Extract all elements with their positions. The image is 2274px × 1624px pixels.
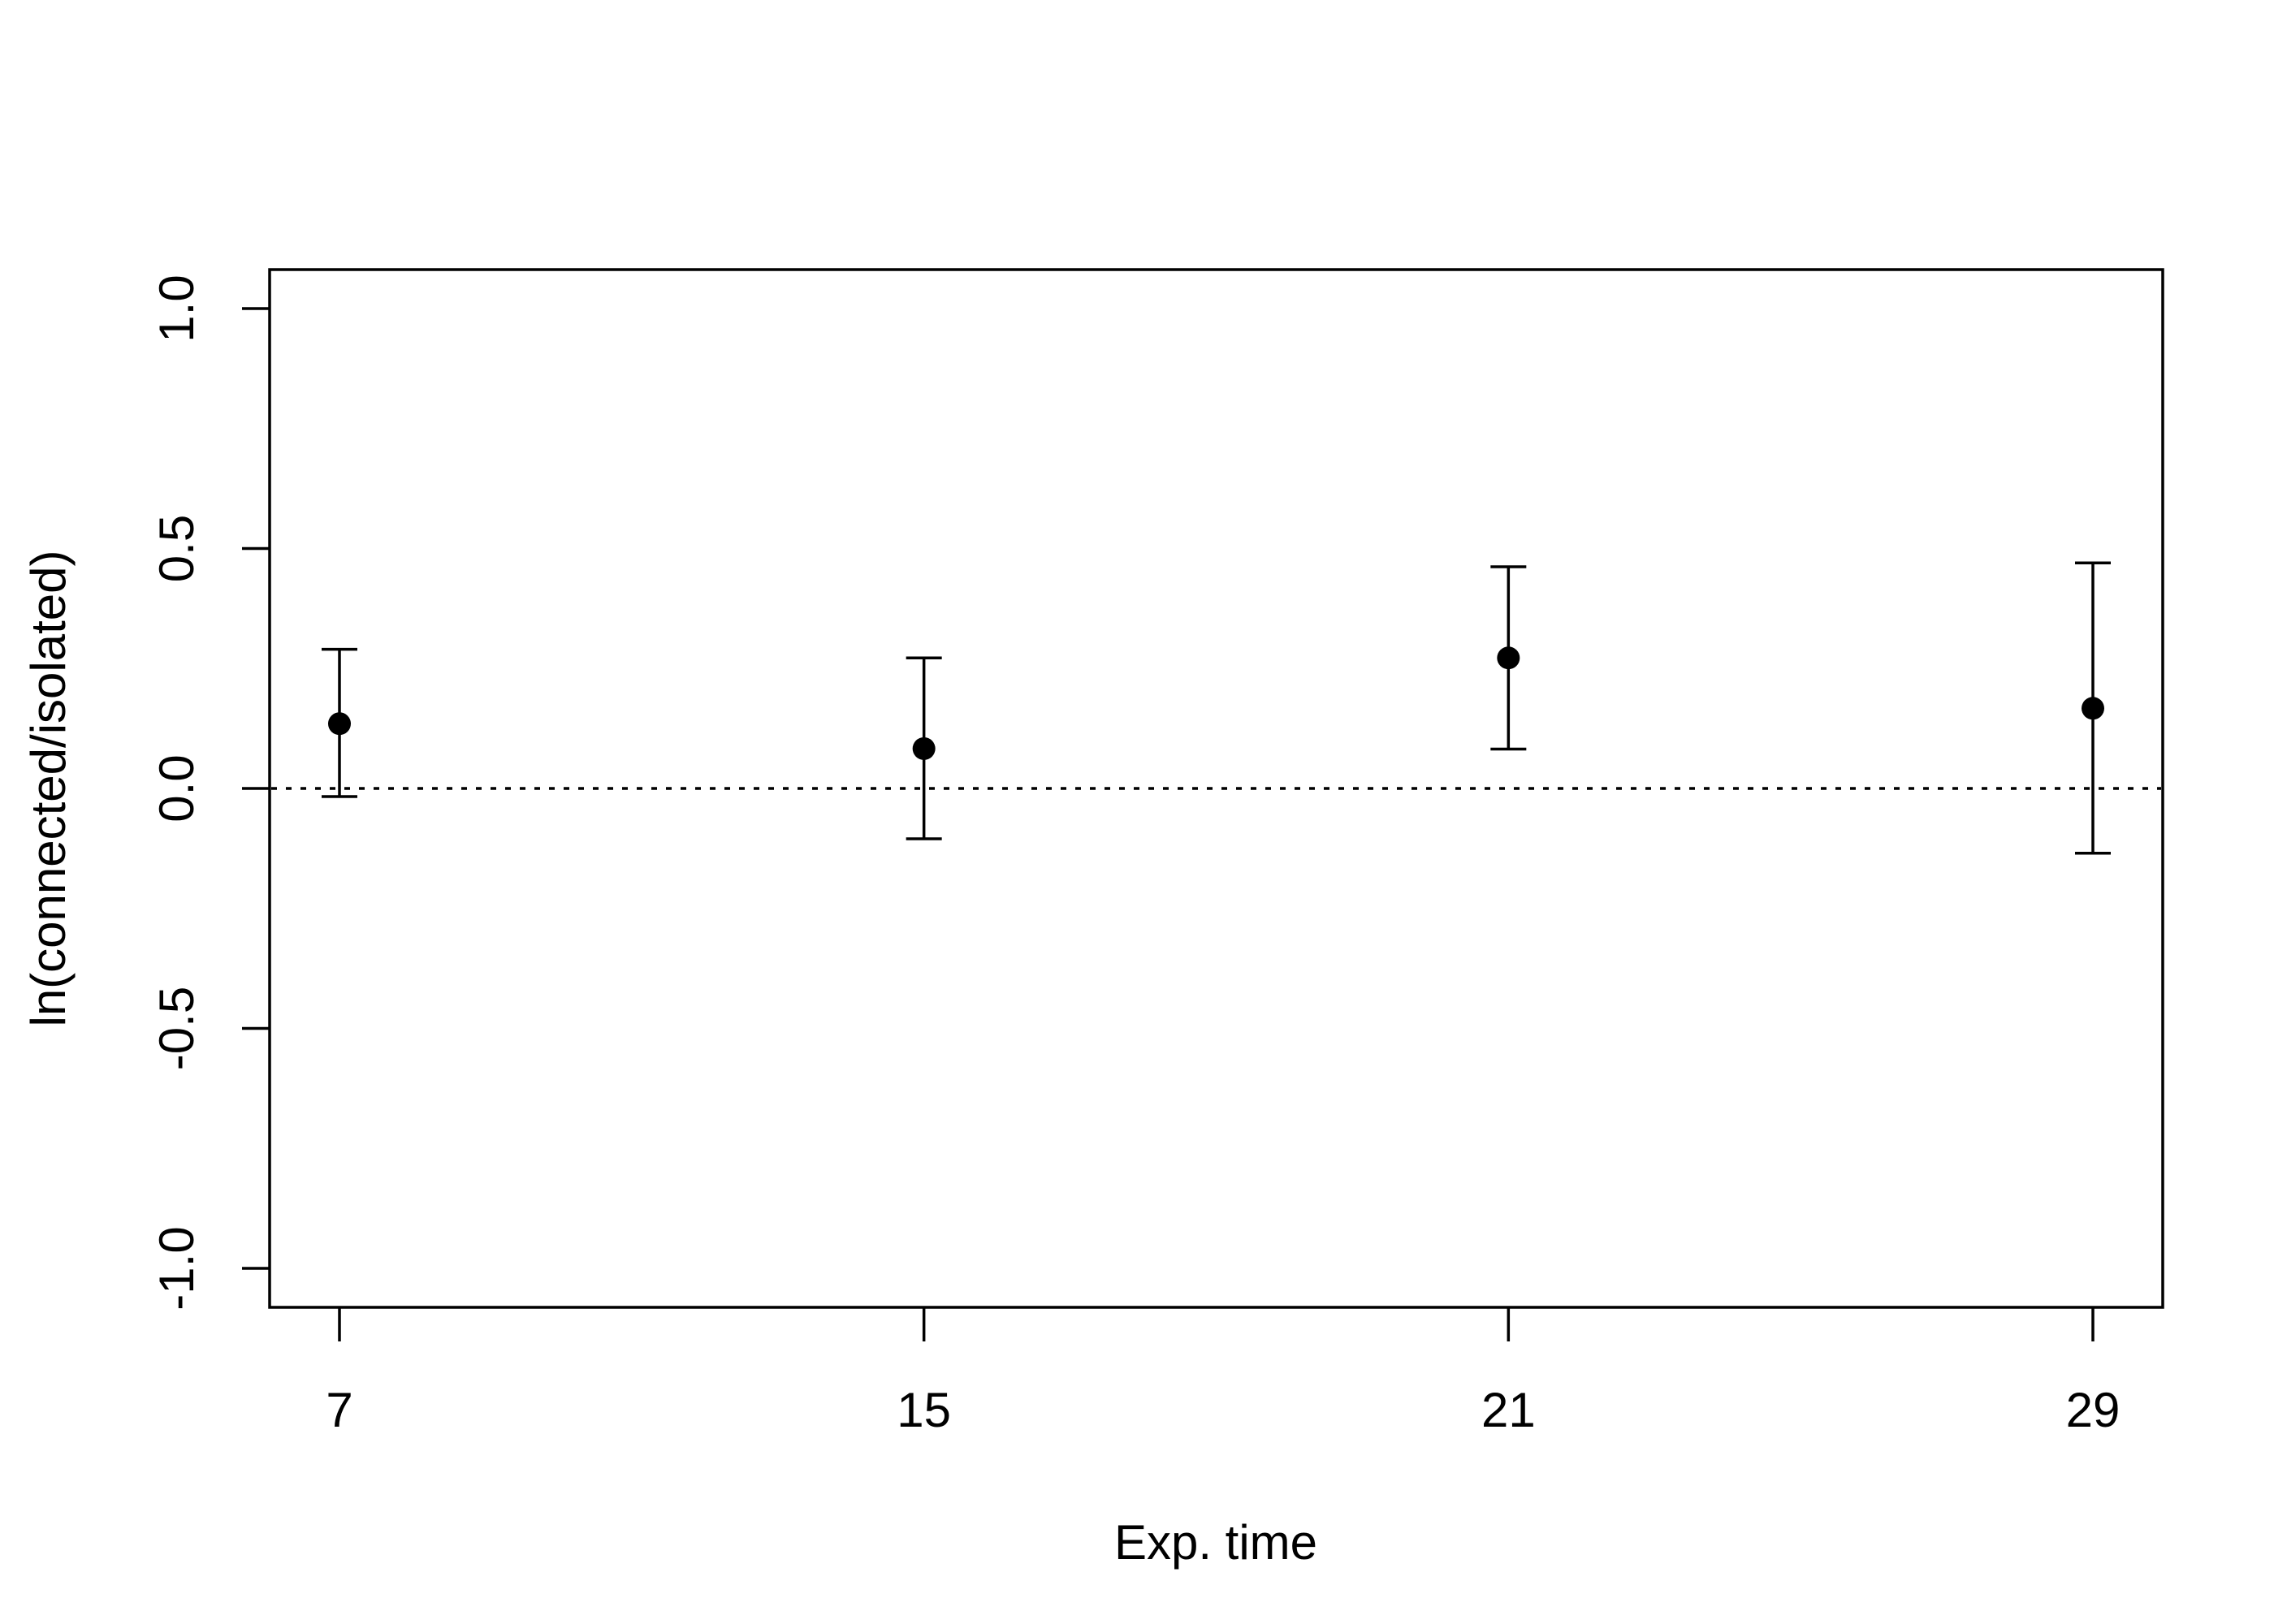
x-tick-label: 29 [2066,1383,2121,1437]
y-tick-label: 0.5 [149,515,204,582]
y-tick-label: -0.5 [149,987,204,1070]
x-axis-label: Exp. time [1114,1515,1317,1570]
y-axis-label: ln(connected/isolated) [21,550,76,1026]
data-point [2082,697,2104,720]
data-points [328,646,2104,760]
y-tick-label: 0.0 [149,754,204,822]
data-point [328,712,351,736]
data-point [1497,646,1520,670]
y-tick-label: 1.0 [149,274,204,342]
x-tick-label: 15 [897,1383,951,1437]
x-tick-label: 7 [326,1383,352,1437]
y-axis: -1.0 -0.5 0.0 0.5 1.0 [149,274,270,1311]
data-point [912,736,936,760]
x-axis: 7 15 21 29 [326,1307,2120,1437]
y-tick-label: -1.0 [149,1226,204,1310]
error-bars [322,561,2111,855]
x-tick-label: 21 [1481,1383,1536,1437]
